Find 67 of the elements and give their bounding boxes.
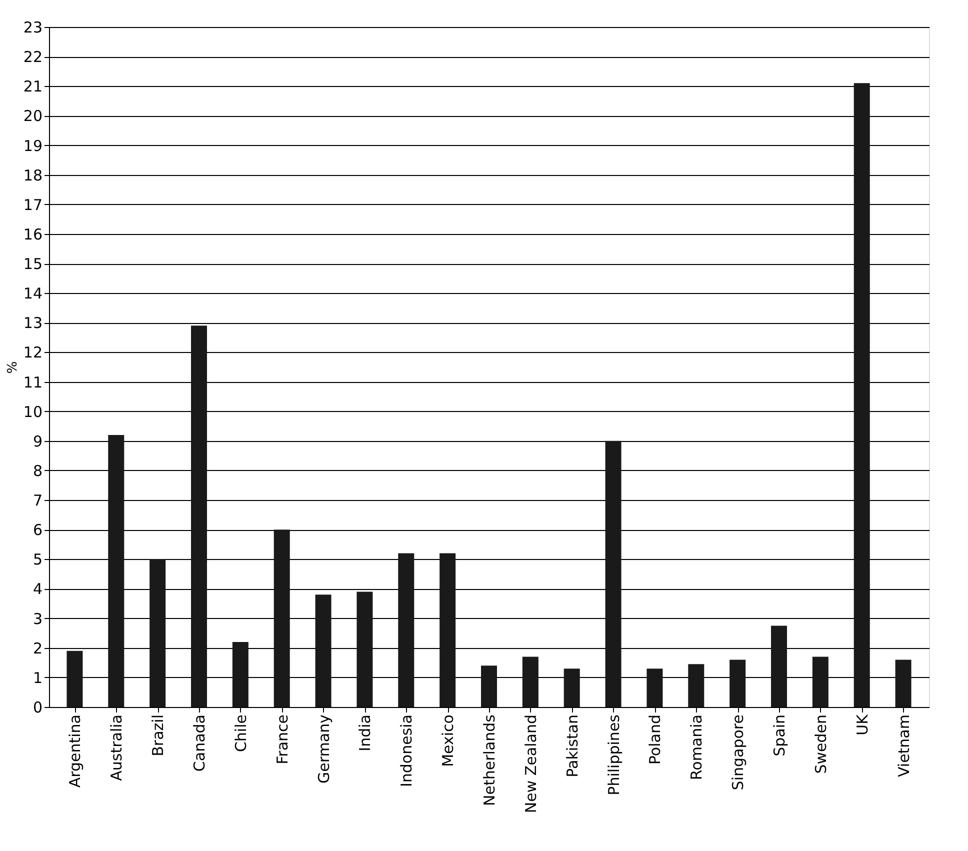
x-tick-label: Singapore bbox=[729, 714, 748, 790]
y-tick-label: 8 bbox=[32, 462, 42, 480]
y-tick-label: 17 bbox=[23, 196, 42, 214]
bar bbox=[274, 530, 290, 707]
x-tick-label: New Zealand bbox=[522, 714, 540, 814]
y-tick-label: 19 bbox=[23, 136, 42, 155]
y-tick-label: 5 bbox=[32, 550, 42, 569]
x-tick-label: Germany bbox=[314, 714, 333, 784]
y-tick-label: 15 bbox=[23, 255, 42, 274]
y-tick-label: 23 bbox=[23, 18, 42, 36]
x-tick-label: Netherlands bbox=[480, 714, 498, 806]
y-tick-label: 9 bbox=[32, 432, 42, 450]
x-tick-label: UK bbox=[853, 713, 872, 736]
x-tick-label: Australia bbox=[108, 714, 126, 781]
bar bbox=[191, 326, 207, 707]
bar bbox=[232, 642, 248, 707]
bar bbox=[398, 553, 414, 707]
y-tick-label: 10 bbox=[23, 402, 42, 421]
y-tick-label: 20 bbox=[23, 107, 42, 126]
y-tick-label: 0 bbox=[32, 698, 42, 716]
x-tick-label: Chile bbox=[232, 714, 250, 752]
bar bbox=[895, 660, 912, 707]
bar bbox=[812, 656, 828, 707]
y-tick-label: 1 bbox=[32, 668, 42, 687]
bar bbox=[688, 664, 704, 707]
y-axis-title: % bbox=[5, 361, 20, 374]
x-tick-label: Indonesia bbox=[398, 714, 416, 788]
y-tick-label: 3 bbox=[32, 610, 42, 628]
y-tick-label: 12 bbox=[23, 344, 42, 362]
x-tick-label: Pakistan bbox=[563, 714, 582, 778]
y-tick-label: 2 bbox=[32, 639, 42, 658]
x-tick-label: Spain bbox=[770, 714, 788, 756]
y-tick-label: 7 bbox=[32, 492, 42, 510]
x-tick-label: Poland bbox=[646, 714, 664, 765]
x-tick-label: Romania bbox=[688, 714, 706, 780]
bar bbox=[564, 668, 580, 707]
bar bbox=[854, 83, 870, 707]
x-tick-label: Philippines bbox=[604, 714, 623, 796]
bar bbox=[771, 626, 787, 707]
x-tick-label: Vietnam bbox=[894, 714, 913, 778]
y-tick-label: 4 bbox=[32, 580, 42, 598]
bar bbox=[150, 559, 166, 707]
bar bbox=[605, 440, 622, 707]
bar bbox=[315, 594, 332, 707]
y-tick-label: 13 bbox=[23, 314, 42, 332]
bar bbox=[440, 553, 456, 707]
y-tick-label: 21 bbox=[23, 78, 42, 96]
x-tick-label: India bbox=[356, 714, 374, 752]
x-tick-label: Mexico bbox=[439, 714, 458, 767]
x-tick-label: Brazil bbox=[149, 714, 168, 756]
bar bbox=[481, 666, 497, 707]
y-tick-label: 22 bbox=[23, 48, 42, 66]
bar bbox=[730, 660, 746, 707]
y-tick-label: 16 bbox=[23, 225, 42, 244]
y-tick-label: 11 bbox=[23, 373, 42, 392]
bar bbox=[522, 656, 538, 707]
y-tick-label: 6 bbox=[32, 521, 42, 540]
x-tick-label: Sweden bbox=[812, 714, 830, 774]
bar bbox=[108, 435, 124, 707]
y-tick-label: 14 bbox=[23, 284, 42, 303]
bar bbox=[356, 592, 373, 707]
x-tick-label: Argentina bbox=[66, 714, 84, 788]
bar bbox=[646, 668, 663, 707]
y-tick-label: 18 bbox=[23, 166, 42, 184]
x-tick-label: Canada bbox=[190, 714, 208, 772]
x-tick-label: France bbox=[273, 714, 292, 764]
bar bbox=[66, 650, 83, 707]
